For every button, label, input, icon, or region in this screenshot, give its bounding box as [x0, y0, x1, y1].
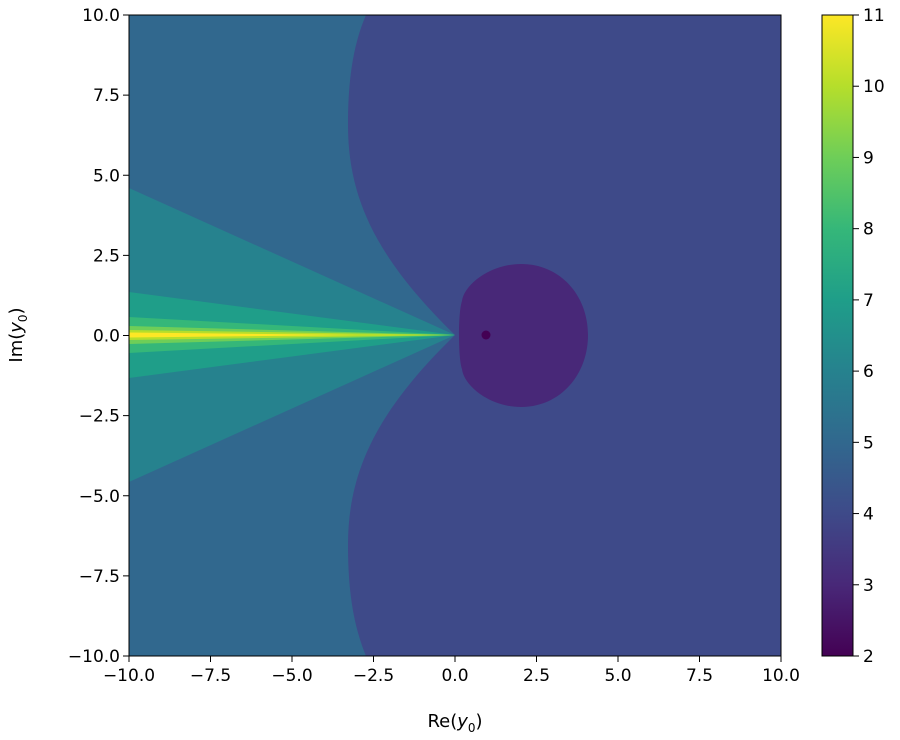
y-tick-label: −10.0	[68, 647, 120, 667]
y-tick-label: 5.0	[93, 166, 120, 186]
y-axis-ticks: 10.0 7.5 5.0 2.5 0.0 −2.5 −5.0 −7.5 −10.0	[68, 6, 129, 667]
region-level-2	[481, 330, 491, 340]
colorbar-tick-label: 4	[863, 505, 874, 525]
colorbar-tick-label: 2	[863, 647, 874, 667]
colorbar-tick-label: 9	[863, 148, 874, 168]
colorbar-tick-label: 11	[863, 6, 885, 26]
x-tick-label: −2.5	[353, 666, 394, 686]
x-tick-label: −7.5	[190, 666, 231, 686]
colorbar-tick-label: 10	[863, 77, 885, 97]
x-tick-label: −5.0	[271, 666, 312, 686]
colorbar-tick-label: 8	[863, 220, 874, 240]
colorbar-tick-label: 3	[863, 576, 874, 596]
y-tick-label: 0.0	[93, 327, 120, 347]
plot-area	[129, 15, 781, 656]
y-tick-label: −2.5	[79, 407, 120, 427]
x-tick-label: 2.5	[523, 666, 550, 686]
y-axis-label: Im(y0)	[6, 307, 30, 362]
y-tick-label: 7.5	[93, 86, 120, 106]
y-tick-label: −5.0	[79, 487, 120, 507]
y-tick-label: 10.0	[82, 6, 120, 26]
region-level-11	[129, 332, 360, 338]
x-axis-label: Re(y0)	[427, 711, 482, 735]
colorbar-bar	[821, 14, 854, 657]
region-level-3	[459, 264, 588, 407]
x-tick-label: 5.0	[604, 666, 631, 686]
colorbar-tick-label: 5	[863, 433, 874, 453]
x-axis-ticks: −10.0 −7.5 −5.0 −2.5 0.0 2.5 5.0 7.5 10.0	[103, 656, 800, 686]
colorbar: 2 3 4 5 6 7 8 9 10 11	[821, 6, 885, 667]
x-tick-label: 0.0	[441, 666, 468, 686]
colorbar-tick-label: 6	[863, 362, 874, 382]
colorbar-tick-label: 7	[863, 291, 874, 311]
x-tick-label: 7.5	[686, 666, 713, 686]
y-tick-label: 2.5	[93, 246, 120, 266]
x-tick-label: −10.0	[103, 666, 155, 686]
y-tick-label: −7.5	[79, 567, 120, 587]
colorbar-ticks: 2 3 4 5 6 7 8 9 10 11	[853, 6, 885, 667]
x-tick-label: 10.0	[762, 666, 800, 686]
